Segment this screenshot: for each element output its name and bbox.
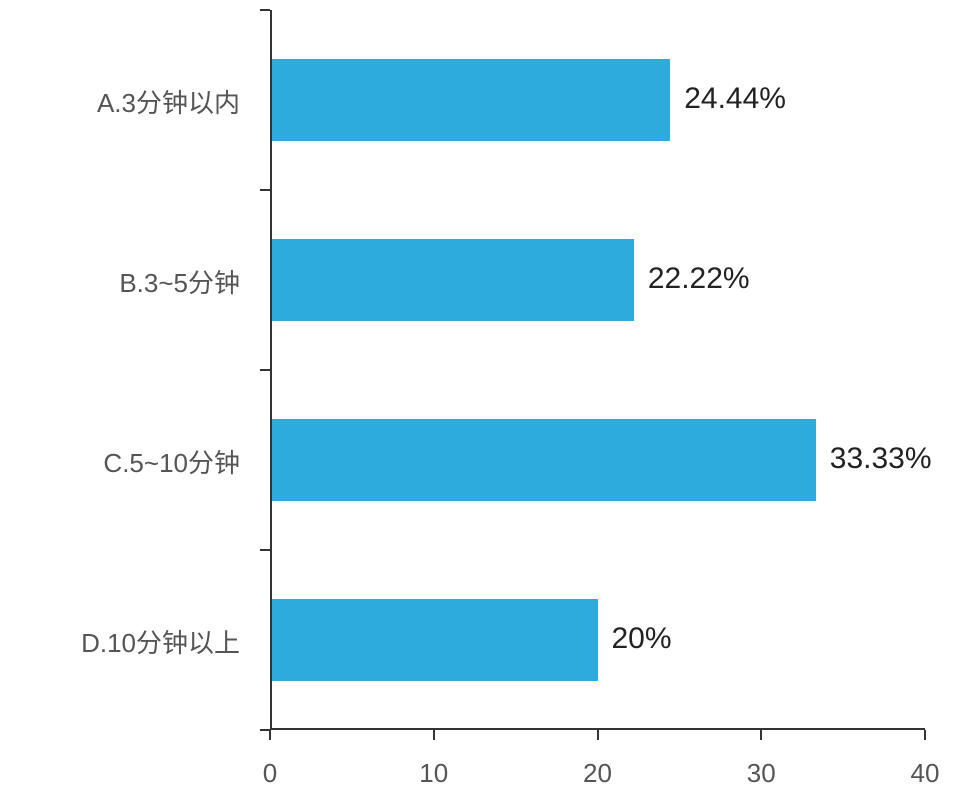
y-tick: [260, 9, 270, 11]
bar: [272, 419, 816, 501]
y-tick-label: A.3分钟以内: [97, 83, 240, 120]
x-tick: [597, 730, 599, 740]
y-tick: [260, 369, 270, 371]
bar: [272, 239, 634, 321]
x-tick: [760, 730, 762, 740]
x-tick-label: 30: [747, 758, 776, 789]
y-tick-label: D.10分钟以上: [81, 623, 240, 660]
x-tick-label: 40: [911, 758, 940, 789]
x-tick: [269, 730, 271, 740]
plot-area: 01020304024.44%22.22%33.33%20%: [270, 10, 925, 730]
x-tick: [433, 730, 435, 740]
y-tick: [260, 549, 270, 551]
bar-value-label: 24.44%: [684, 82, 786, 116]
y-tick-label: B.3~5分钟: [119, 263, 240, 300]
y-tick-label: C.5~10分钟: [103, 443, 240, 480]
y-tick: [260, 189, 270, 191]
y-tick: [260, 729, 270, 731]
bar: [272, 599, 598, 681]
bar-value-label: 22.22%: [648, 262, 750, 296]
bar: [272, 59, 670, 141]
bar-value-label: 33.33%: [830, 442, 932, 476]
x-tick-label: 0: [263, 758, 277, 789]
bar-chart: 0 10 20 30 40 24.44% 22.22% 33.33% 20% A.3分钟以内 B.…: [0, 0, 960, 792]
bar-value-label: 20%: [612, 622, 672, 656]
x-tick-label: 20: [583, 758, 612, 789]
x-tick: [924, 730, 926, 740]
x-tick-label: 10: [419, 758, 448, 789]
